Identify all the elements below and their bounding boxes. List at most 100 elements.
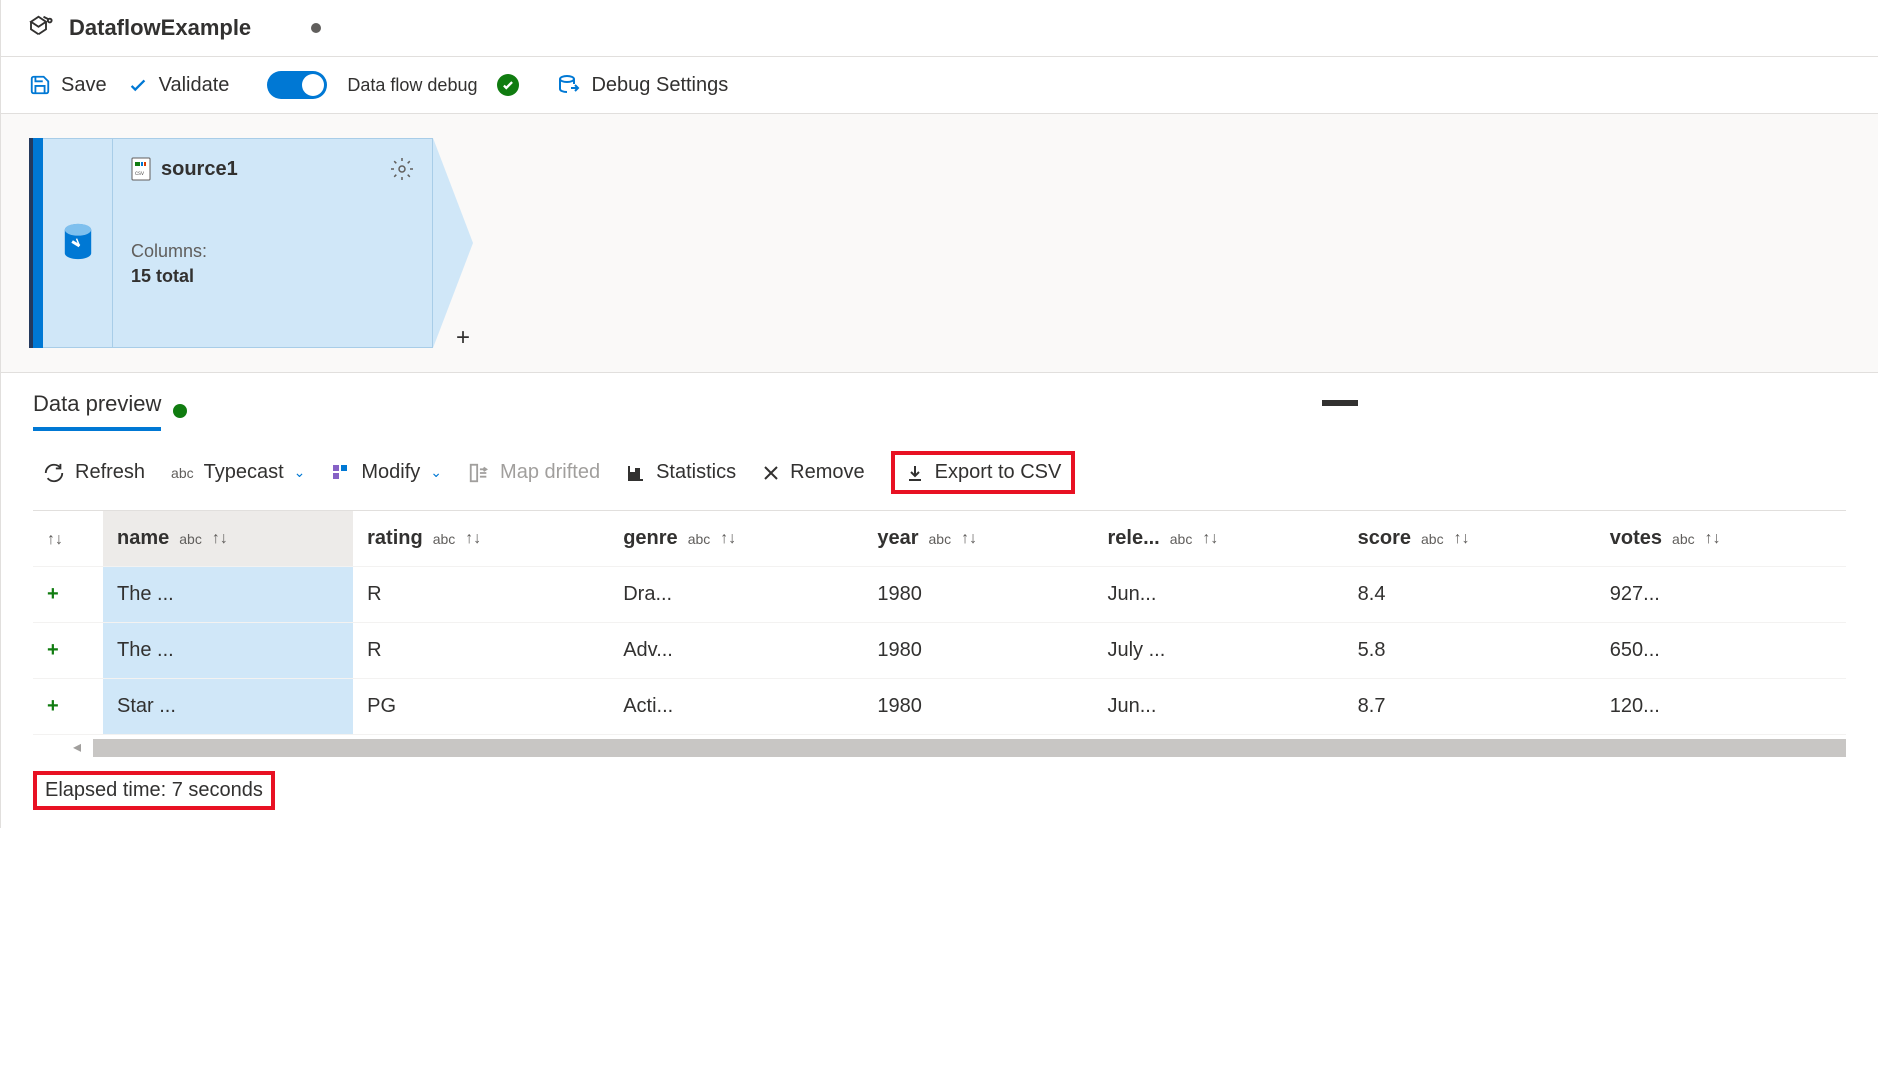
save-button[interactable]: Save [29, 74, 107, 97]
map-drifted-label: Map drifted [500, 461, 600, 484]
table-cell: Acti... [609, 679, 863, 735]
sort-icon: ↑↓ [212, 530, 228, 548]
column-header-votes[interactable]: votesabc↑↓ [1596, 511, 1846, 567]
node-accent-icon [29, 138, 43, 348]
export-label: Export to CSV [935, 461, 1062, 484]
table-cell: July ... [1093, 623, 1343, 679]
column-header-year[interactable]: yearabc↑↓ [863, 511, 1093, 567]
map-drifted-button: Map drifted [468, 461, 600, 484]
modify-label: Modify [361, 461, 420, 484]
source-node[interactable]: csv source1 Columns: 15 total [29, 138, 1850, 348]
typecast-button[interactable]: abc Typecast ⌄ [171, 461, 305, 484]
column-header-name[interactable]: nameabc↑↓ [103, 511, 353, 567]
expand-row-button[interactable]: + [33, 567, 103, 623]
toggle-knob-icon [302, 74, 324, 96]
table-cell: 5.8 [1344, 623, 1596, 679]
save-icon [29, 74, 51, 96]
sort-icon: ↑↓ [1705, 530, 1721, 548]
validate-button[interactable]: Validate [127, 74, 230, 97]
column-reorder[interactable]: ↑↓ [33, 511, 103, 567]
table-cell: 120... [1596, 679, 1846, 735]
save-label: Save [61, 74, 107, 97]
expand-row-button[interactable]: + [33, 679, 103, 735]
preview-panel: Data preview Refresh abc Typecast ⌄ Modi… [1, 373, 1878, 828]
table-cell: 650... [1596, 623, 1846, 679]
add-step-button[interactable]: + [456, 324, 470, 352]
node-columns-meta: Columns: 15 total [131, 241, 414, 287]
debug-label: Data flow debug [347, 75, 477, 96]
table-row[interactable]: +Star ...PGActi...1980Jun...8.7120... [33, 679, 1846, 735]
horizontal-scrollbar[interactable] [93, 739, 1846, 757]
table-cell: The ... [103, 623, 353, 679]
elapsed-time-label: Elapsed time: 7 seconds [33, 771, 275, 810]
table-cell: Jun... [1093, 567, 1343, 623]
svg-text:csv: csv [135, 171, 144, 177]
node-arrow-icon [433, 138, 473, 348]
check-icon [127, 74, 149, 96]
column-header-genre[interactable]: genreabc↑↓ [609, 511, 863, 567]
column-header-released[interactable]: rele...abc↑↓ [1093, 511, 1343, 567]
debug-settings-label: Debug Settings [591, 74, 728, 97]
gear-icon[interactable] [390, 157, 414, 181]
close-icon [762, 464, 780, 482]
table-cell: 1980 [863, 623, 1093, 679]
node-db-icon [43, 138, 113, 348]
expand-row-button[interactable]: + [33, 623, 103, 679]
table-header-row: ↑↓ nameabc↑↓ ratingabc↑↓ genreabc↑↓ year… [33, 511, 1846, 567]
page-title: DataflowExample [69, 15, 251, 41]
refresh-button[interactable]: Refresh [43, 461, 145, 484]
preview-toolbar: Refresh abc Typecast ⌄ Modify ⌄ Map drif… [33, 431, 1846, 510]
csv-file-icon: csv [131, 157, 151, 181]
table-cell: Adv... [609, 623, 863, 679]
map-drifted-icon [468, 462, 490, 484]
settings-export-icon [557, 73, 581, 97]
table-cell: The ... [103, 567, 353, 623]
debug-settings-button[interactable]: Debug Settings [557, 73, 728, 97]
sort-icon: ↑↓ [720, 530, 736, 548]
statistics-icon [626, 463, 646, 483]
debug-status-icon [497, 74, 519, 96]
node-title: source1 [161, 158, 238, 181]
main-toolbar: Save Validate Data flow debug Debug Sett… [1, 57, 1878, 114]
table-cell: Dra... [609, 567, 863, 623]
remove-button[interactable]: Remove [762, 461, 864, 484]
debug-toggle[interactable] [267, 71, 327, 99]
table-cell: R [353, 623, 609, 679]
validate-label: Validate [159, 74, 230, 97]
sort-icon: ↑↓ [961, 530, 977, 548]
table-cell: Star ... [103, 679, 353, 735]
statistics-label: Statistics [656, 461, 736, 484]
modify-button[interactable]: Modify ⌄ [331, 461, 442, 484]
typecast-label: Typecast [204, 461, 284, 484]
preview-tab-label: Data preview [33, 391, 161, 431]
modify-icon [331, 463, 351, 483]
table-cell: 8.4 [1344, 567, 1596, 623]
table-cell: Jun... [1093, 679, 1343, 735]
abc-icon: abc [171, 465, 194, 481]
column-header-rating[interactable]: ratingabc↑↓ [353, 511, 609, 567]
data-preview-table: ↑↓ nameabc↑↓ ratingabc↑↓ genreabc↑↓ year… [33, 510, 1846, 757]
unsaved-indicator-icon [311, 23, 321, 33]
resize-handle-icon[interactable] [1322, 400, 1358, 406]
dataflow-icon [25, 12, 57, 44]
table-row[interactable]: +The ...RAdv...1980July ...5.8650... [33, 623, 1846, 679]
refresh-label: Refresh [75, 461, 145, 484]
table-cell: 1980 [863, 567, 1093, 623]
table-cell: PG [353, 679, 609, 735]
sort-icon: ↑↓ [1454, 530, 1470, 548]
refresh-icon [43, 462, 65, 484]
preview-tab[interactable]: Data preview [33, 391, 1846, 431]
table-cell: R [353, 567, 609, 623]
column-header-score[interactable]: scoreabc↑↓ [1344, 511, 1596, 567]
chevron-down-icon: ⌄ [430, 464, 442, 481]
table-cell: 1980 [863, 679, 1093, 735]
dataflow-canvas[interactable]: csv source1 Columns: 15 total + [1, 114, 1878, 373]
table-cell: 8.7 [1344, 679, 1596, 735]
preview-status-icon [173, 404, 187, 418]
table-row[interactable]: +The ...RDra...1980Jun...8.4927... [33, 567, 1846, 623]
remove-label: Remove [790, 461, 864, 484]
sort-icon: ↑↓ [465, 530, 481, 548]
sort-icon: ↑↓ [47, 531, 63, 548]
statistics-button[interactable]: Statistics [626, 461, 736, 484]
export-csv-button[interactable]: Export to CSV [891, 451, 1076, 494]
